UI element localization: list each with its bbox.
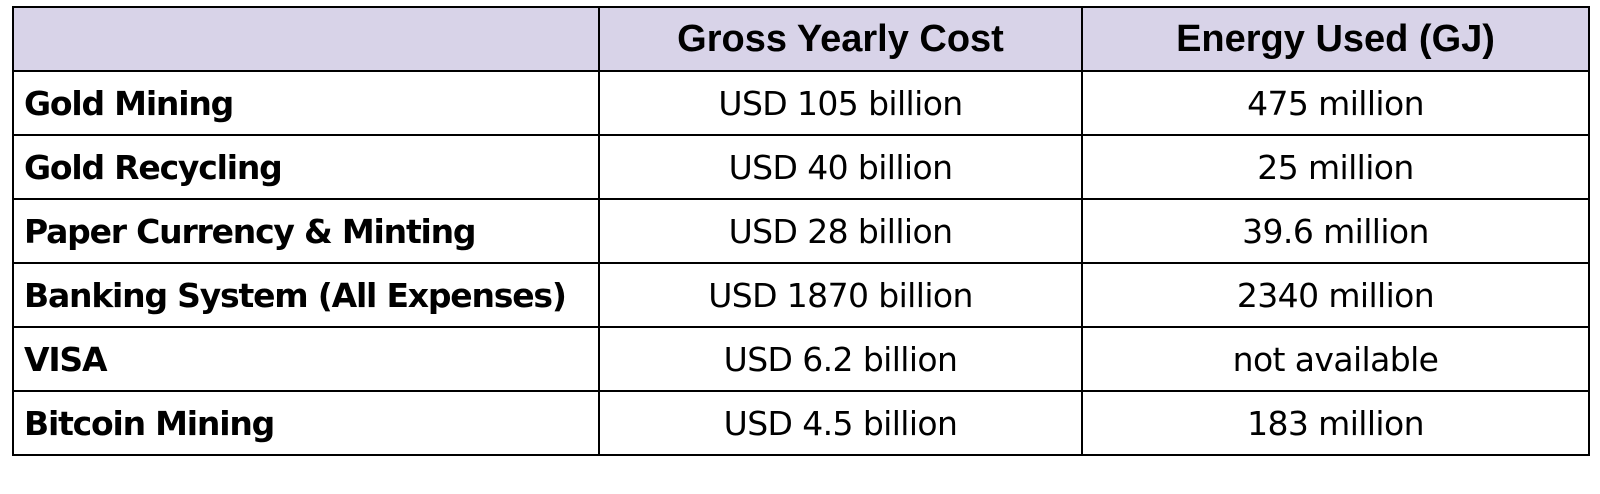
- energy-used-cell: 475 million: [1081, 70, 1590, 136]
- table-row: Banking System (All Expenses) USD 1870 b…: [12, 262, 1590, 328]
- gross-yearly-cost-cell: USD 28 billion: [598, 198, 1083, 264]
- gross-yearly-cost-cell: USD 6.2 billion: [598, 326, 1083, 392]
- table-row: Paper Currency & Minting USD 28 billion …: [12, 198, 1590, 264]
- comparison-table-container: Gross Yearly Cost Energy Used (GJ) Gold …: [12, 6, 1590, 456]
- table-row: Bitcoin Mining USD 4.5 billion 183 milli…: [12, 390, 1590, 456]
- table-header: Gross Yearly Cost Energy Used (GJ): [12, 6, 1590, 72]
- cost-energy-table: Gross Yearly Cost Energy Used (GJ) Gold …: [12, 6, 1590, 456]
- energy-used-cell: 25 million: [1081, 134, 1590, 200]
- gross-yearly-cost-cell: USD 4.5 billion: [598, 390, 1083, 456]
- table-row: Gold Mining USD 105 billion 475 million: [12, 70, 1590, 136]
- gross-yearly-cost-cell: USD 105 billion: [598, 70, 1083, 136]
- energy-used-cell: 183 million: [1081, 390, 1590, 456]
- header-cell-energy-used: Energy Used (GJ): [1081, 6, 1590, 72]
- energy-used-cell: 39.6 million: [1081, 198, 1590, 264]
- table-row: VISA USD 6.2 billion not available: [12, 326, 1590, 392]
- energy-used-cell: not available: [1081, 326, 1590, 392]
- header-cell-empty: [12, 6, 600, 72]
- row-label: Paper Currency & Minting: [12, 198, 600, 264]
- table-body: Gold Mining USD 105 billion 475 million …: [12, 70, 1590, 456]
- energy-used-cell: 2340 million: [1081, 262, 1590, 328]
- table-row: Gold Recycling USD 40 billion 25 million: [12, 134, 1590, 200]
- row-label: VISA: [12, 326, 600, 392]
- header-cell-gross-yearly-cost: Gross Yearly Cost: [598, 6, 1083, 72]
- header-row: Gross Yearly Cost Energy Used (GJ): [12, 6, 1590, 72]
- row-label: Banking System (All Expenses): [12, 262, 600, 328]
- row-label: Gold Recycling: [12, 134, 600, 200]
- row-label: Bitcoin Mining: [12, 390, 600, 456]
- gross-yearly-cost-cell: USD 1870 billion: [598, 262, 1083, 328]
- gross-yearly-cost-cell: USD 40 billion: [598, 134, 1083, 200]
- row-label: Gold Mining: [12, 70, 600, 136]
